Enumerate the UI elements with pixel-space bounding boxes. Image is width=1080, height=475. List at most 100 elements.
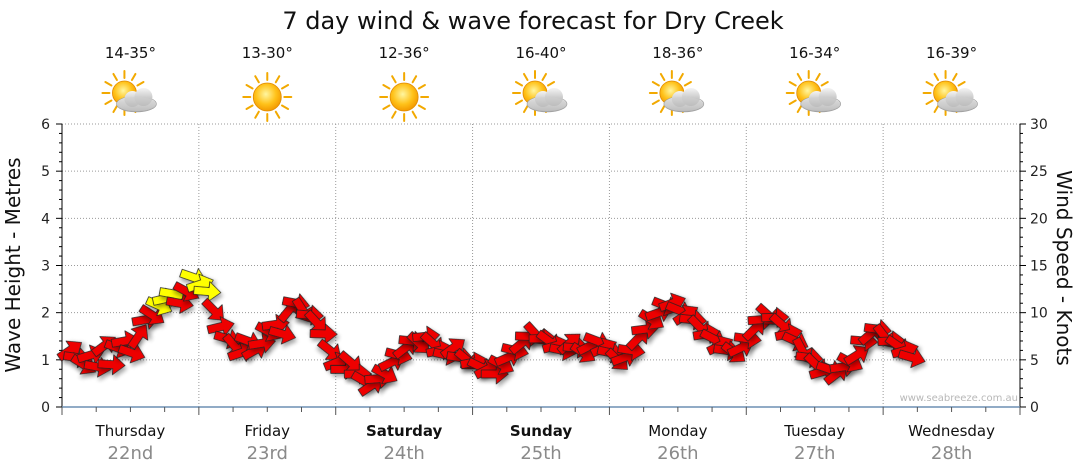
temperature-range: 13-30° — [242, 44, 293, 62]
day-name: Sunday — [510, 422, 573, 440]
wind-arrows — [56, 268, 926, 397]
y-tick-label: 6 — [41, 117, 50, 133]
partly-cloudy-icon — [922, 70, 978, 116]
sun-ray — [546, 81, 556, 87]
y-tick-label: 5 — [41, 164, 50, 180]
sun-ray — [933, 72, 940, 82]
temperature-range: 12-36° — [379, 44, 430, 62]
sun-ray — [651, 81, 660, 87]
sun-ray — [274, 110, 281, 119]
y-tick-label: 1 — [41, 353, 50, 369]
grid-lines — [62, 123, 1020, 407]
left-axis-ticks: 0 1 2 3 4 5 6 — [41, 117, 50, 416]
sun-ray — [815, 72, 821, 82]
weather-row: 14-35° 13-30° 12-36° 16-40° 18-36° 16-34° 16-3… — [101, 44, 978, 122]
cloud-shape — [937, 88, 978, 113]
sun-ray — [788, 81, 797, 87]
sun-ray — [925, 99, 934, 105]
sun-ray — [678, 72, 684, 82]
sun-ray — [391, 110, 397, 119]
temperature-range: 16-39° — [926, 44, 977, 62]
cloud-shape — [116, 88, 157, 113]
sun-ray — [659, 104, 666, 114]
sun-ray — [541, 72, 547, 82]
y2-tick-label: 25 — [1030, 164, 1048, 180]
day-labels: Thursday 22nd Friday 23rd Saturday 24th Sunday… — [95, 422, 996, 464]
day-name: Friday — [245, 422, 291, 440]
day-date: 25th — [520, 443, 561, 464]
partly-cloudy-icon — [101, 70, 157, 116]
sunny-icon — [379, 72, 430, 122]
y2-tick-label: 20 — [1030, 211, 1048, 227]
watermark: www.seabreeze.com.au — [900, 393, 1018, 404]
sun-ray — [933, 104, 940, 114]
wind-arrow — [371, 363, 398, 385]
sun-ray — [952, 72, 958, 82]
wind-arrow — [127, 324, 149, 350]
temperature-range: 16-34° — [789, 44, 840, 62]
sun-ray — [796, 104, 803, 114]
wind-arrow — [206, 316, 235, 337]
axes — [56, 123, 1026, 415]
sun-ray — [382, 104, 391, 110]
day-date: 26th — [657, 443, 698, 464]
sun-ray — [130, 72, 137, 82]
sun-ray — [254, 75, 260, 84]
y2-tick-label: 30 — [1030, 117, 1048, 133]
day-name: Wednesday — [908, 422, 995, 440]
sun-ray — [683, 81, 692, 87]
temperature-range: 18-36° — [652, 44, 703, 62]
sun-ray — [523, 72, 529, 82]
wind-arrow — [201, 297, 224, 321]
sun-ray — [382, 84, 391, 90]
chart-title: 7 day wind & wave forecast for Dry Creek — [282, 7, 783, 35]
sun-ray — [796, 72, 803, 82]
right-axis-ticks: 0 5 10 15 20 25 30 — [1030, 117, 1048, 416]
sun-ray — [281, 84, 290, 90]
sun-ray — [411, 75, 418, 84]
sun-ray — [136, 81, 145, 87]
day-name: Tuesday — [783, 422, 845, 440]
sun-ray — [417, 104, 426, 110]
wind-arrow — [843, 345, 870, 366]
y2-tick-label: 5 — [1030, 353, 1039, 369]
day-date: 22nd — [108, 443, 154, 464]
wind-arrow — [138, 304, 165, 325]
sun-ray — [788, 99, 797, 105]
y2-tick-label: 15 — [1030, 259, 1048, 275]
day-name: Monday — [648, 422, 707, 440]
sun-ray — [523, 104, 529, 114]
partly-cloudy-icon — [648, 70, 705, 116]
y-tick-label: 2 — [41, 306, 50, 322]
sun-disc — [252, 82, 282, 112]
sun-ray — [112, 104, 118, 114]
sunny-icon — [242, 72, 293, 122]
sun-ray — [104, 99, 113, 105]
sun-ray — [245, 84, 254, 90]
temperature-range: 14-35° — [105, 44, 156, 62]
y2-axis-label: Wind Speed - Knots — [1052, 170, 1076, 366]
sun-ray — [391, 75, 397, 84]
day-date: 24th — [383, 443, 424, 464]
sun-ray — [411, 110, 418, 119]
cloud-shape — [526, 88, 568, 113]
day-date: 23rd — [247, 443, 288, 464]
sun-ray — [254, 110, 260, 119]
partly-cloudy-icon — [512, 70, 568, 116]
day-name: Saturday — [366, 422, 443, 440]
sun-ray — [514, 99, 524, 105]
temperature-range: 16-40° — [515, 44, 566, 62]
y-tick-label: 0 — [41, 400, 50, 416]
sun-ray — [514, 81, 524, 87]
sun-ray — [104, 81, 113, 87]
y-tick-label: 3 — [41, 259, 50, 275]
cloud-shape — [800, 88, 842, 113]
y2-tick-label: 10 — [1030, 306, 1048, 322]
wind-arrow — [268, 324, 296, 345]
day-date: 27th — [794, 443, 835, 464]
wind-arrow — [309, 323, 338, 345]
sun-ray — [925, 81, 934, 87]
cloud-shape — [663, 88, 705, 113]
y-axis-label: Wave Height - Metres — [1, 157, 25, 372]
